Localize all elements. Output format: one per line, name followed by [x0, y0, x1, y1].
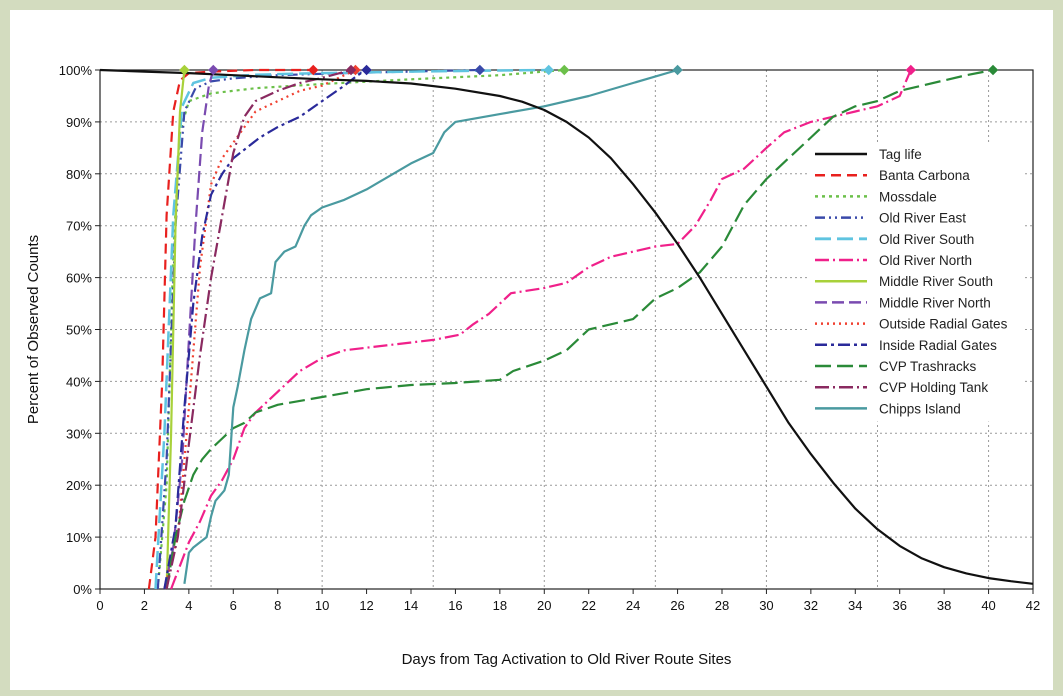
y-tick-label: 30%: [66, 426, 92, 441]
x-tick-label: 4: [185, 598, 192, 613]
x-tick-label: 22: [581, 598, 595, 613]
x-tick-label: 32: [804, 598, 818, 613]
x-tick-label: 12: [359, 598, 373, 613]
legend-label-mossdale: Mossdale: [879, 189, 937, 204]
legend-label-cvp-holding-tank: CVP Holding Tank: [879, 380, 988, 395]
x-tick-label: 36: [892, 598, 906, 613]
legend-label-middle-river-south: Middle River South: [879, 274, 993, 289]
y-tick-label: 0%: [73, 582, 92, 597]
legend-label-old-river-east: Old River East: [879, 211, 966, 226]
x-tick-label: 2: [141, 598, 148, 613]
y-axis-ticks: 0% 10% 20% 30% 40% 50% 60% 70% 80% 90% 100%: [59, 63, 100, 597]
x-tick-label: 6: [230, 598, 237, 613]
x-tick-label: 30: [759, 598, 773, 613]
x-tick-label: 16: [448, 598, 462, 613]
end-marker-mossdale: [559, 64, 570, 76]
series-cvp-holding-tank: [165, 68, 352, 590]
x-tick-label: 18: [493, 598, 507, 613]
legend: Tag life Banta Carbona Mossdale Old River E…: [815, 147, 1008, 416]
end-marker-cvp-holding-tank: [345, 64, 357, 76]
end-marker-inside-radial-gates: [361, 64, 372, 76]
x-tick-label: 20: [537, 598, 551, 613]
y-tick-label: 70%: [66, 219, 92, 234]
x-axis-ticks: 0 2 4 6 8 10 12 14 16 18 20 22 24 26 28 30 32 34 36 38 40 42: [96, 589, 1040, 613]
x-tick-label: 42: [1026, 598, 1040, 613]
legend-label-cvp-trashracks: CVP Trashracks: [879, 359, 977, 374]
series-old-river-north: [170, 69, 912, 590]
series-tag-life: [99, 68, 1034, 585]
series-old-river-south: [154, 68, 549, 590]
legend-label-banta-carbona: Banta Carbona: [879, 168, 970, 183]
y-tick-label: 100%: [59, 63, 93, 78]
end-marker-banta-carbona: [308, 64, 319, 76]
x-tick-label: 24: [626, 598, 640, 613]
legend-label-tag-life: Tag life: [879, 147, 922, 162]
series-middle-river-south: [165, 69, 186, 590]
legend-label-middle-river-north: Middle River North: [879, 295, 991, 310]
end-marker-cvp-trashracks: [987, 64, 999, 76]
x-tick-label: 8: [274, 598, 281, 613]
x-tick-label: 26: [670, 598, 684, 613]
legend-label-old-river-north: Old River North: [879, 253, 972, 268]
x-tick-label: 10: [315, 598, 329, 613]
y-tick-label: 50%: [66, 323, 92, 338]
end-marker-chipps-island: [672, 64, 683, 76]
end-marker-old-river-south: [543, 64, 554, 76]
end-marker-middle-river-north: [208, 64, 219, 76]
figure-frame: 0 2 4 6 8 10 12 14 16 18 20 22 24 26 28 30 32 34 36 38 40 42 …: [10, 10, 1053, 690]
end-marker-old-river-east: [474, 64, 486, 76]
y-tick-label: 90%: [66, 115, 92, 130]
end-markers: [179, 64, 999, 76]
series-cvp-trashracks: [165, 68, 994, 590]
end-marker-old-river-north: [905, 64, 917, 76]
y-tick-label: 20%: [66, 478, 92, 493]
legend-label-inside-radial-gates: Inside Radial Gates: [879, 338, 997, 353]
legend-label-old-river-south: Old River South: [879, 232, 974, 247]
x-tick-label: 34: [848, 598, 862, 613]
series-chipps-island: [183, 68, 678, 584]
x-tick-label: 0: [96, 598, 103, 613]
series-inside-radial-gates: [163, 69, 368, 590]
chart-svg: 0 2 4 6 8 10 12 14 16 18 20 22 24 26 28 30 32 34 36 38 40 42 …: [25, 63, 1040, 668]
legend-label-chipps-island: Chipps Island: [879, 401, 961, 416]
x-tick-label: 14: [404, 598, 418, 613]
x-axis-title: Days from Tag Activation to Old River Ro…: [402, 651, 732, 668]
y-tick-label: 80%: [66, 167, 92, 182]
x-tick-label: 38: [937, 598, 951, 613]
legend-label-outside-radial-gates: Outside Radial Gates: [879, 317, 1008, 332]
end-marker-middle-river-south: [179, 64, 190, 76]
series-banta-carbona: [147, 68, 314, 590]
y-axis-title: Percent of Observed Counts: [25, 235, 42, 424]
x-tick-label: 40: [981, 598, 995, 613]
y-tick-label: 10%: [66, 530, 92, 545]
x-tick-label: 28: [715, 598, 729, 613]
series-mossdale: [156, 68, 565, 590]
y-tick-label: 60%: [66, 271, 92, 286]
y-tick-label: 40%: [66, 374, 92, 389]
series-lines: [99, 68, 1034, 590]
